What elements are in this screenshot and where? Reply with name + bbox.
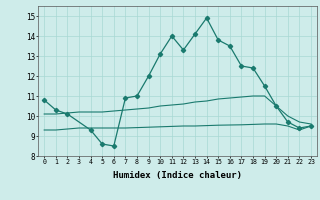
X-axis label: Humidex (Indice chaleur): Humidex (Indice chaleur) [113, 171, 242, 180]
